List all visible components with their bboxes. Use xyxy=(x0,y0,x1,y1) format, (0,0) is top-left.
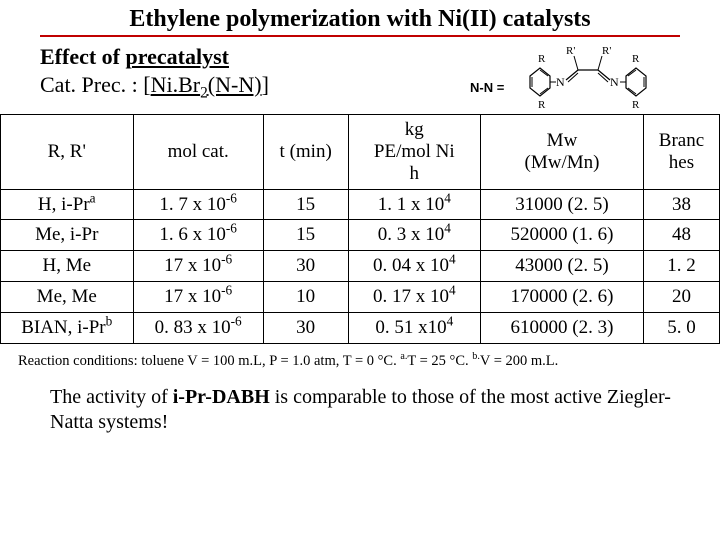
cell-t: 10 xyxy=(263,282,348,313)
cell-mol: 1. 6 x 10-6 xyxy=(133,220,263,251)
table-body: H, i-Pra1. 7 x 10-6151. 1 x 10431000 (2.… xyxy=(1,189,720,343)
hdr-br-l1: Branc xyxy=(659,130,704,151)
hdr-mol: mol cat. xyxy=(133,115,263,190)
hdr-br-l2: hes xyxy=(669,152,694,173)
rprime1: R' xyxy=(566,45,575,57)
table-header-row: R, R' mol cat. t (min) kg PE/mol Ni h Mw… xyxy=(1,115,720,190)
n1: N xyxy=(556,75,565,89)
hdr-kg: kg PE/mol Ni h xyxy=(348,115,481,190)
table-row: H, i-Pra1. 7 x 10-6151. 1 x 10431000 (2.… xyxy=(1,189,720,220)
cell-kg: 0. 3 x 104 xyxy=(348,220,481,251)
chem-svg: N-N = R R N N R' R' R R xyxy=(470,40,700,120)
cell-t: 15 xyxy=(263,189,348,220)
cell-mol: 0. 83 x 10-6 xyxy=(133,312,263,343)
chemical-structure: N-N = R R N N R' R' R R xyxy=(470,40,700,120)
cell-mol: 17 x 10-6 xyxy=(133,282,263,313)
hdr-kg-l3: h xyxy=(410,163,420,184)
conclusion-text: The activity of i-Pr-DABH is comparable … xyxy=(0,371,720,435)
cell-mw: 520000 (1. 6) xyxy=(481,220,644,251)
cell-kg: 0. 17 x 104 xyxy=(348,282,481,313)
slide-title: Ethylene polymerization with Ni(II) cata… xyxy=(0,0,720,35)
table-row: H, Me17 x 10-6300. 04 x 10443000 (2. 5)1… xyxy=(1,251,720,282)
catprec-plain1: Cat. Prec. : [ xyxy=(40,72,151,97)
cell-mw: 43000 (2. 5) xyxy=(481,251,644,282)
ring-right xyxy=(626,68,646,96)
hdr-mw-l2: (Mw/Mn) xyxy=(525,152,600,173)
cell-mol: 1. 7 x 10-6 xyxy=(133,189,263,220)
results-table: R, R' mol cat. t (min) kg PE/mol Ni h Mw… xyxy=(0,114,720,344)
cell-rr: Me, Me xyxy=(1,282,134,313)
title-underline xyxy=(40,35,680,37)
cell-mol: 17 x 10-6 xyxy=(133,251,263,282)
cell-rr: H, i-Pra xyxy=(1,189,134,220)
cell-br: 1. 2 xyxy=(643,251,719,282)
subtitle-prefix: Effect of xyxy=(40,44,126,69)
catprec-u-txt: Ni.Br xyxy=(151,72,201,97)
cell-br: 5. 0 xyxy=(643,312,719,343)
reaction-conditions-footnote: Reaction conditions: toluene V = 100 m.L… xyxy=(0,344,720,371)
catprec-sub: 2 xyxy=(200,84,208,101)
table-row: Me, i-Pr1. 6 x 10-6150. 3 x 104520000 (1… xyxy=(1,220,720,251)
catprec-u: Ni.Br2(N-N) xyxy=(151,72,262,97)
cell-kg: 0. 51 x104 xyxy=(348,312,481,343)
cell-rr: Me, i-Pr xyxy=(1,220,134,251)
cell-mw: 31000 (2. 5) xyxy=(481,189,644,220)
table-row: Me, Me17 x 10-6100. 17 x 104170000 (2. 6… xyxy=(1,282,720,313)
cell-kg: 1. 1 x 104 xyxy=(348,189,481,220)
nn-label: N-N = xyxy=(470,80,505,95)
cell-rr: H, Me xyxy=(1,251,134,282)
hdr-mw: Mw (Mw/Mn) xyxy=(481,115,644,190)
hdr-t: t (min) xyxy=(263,115,348,190)
cell-t: 30 xyxy=(263,312,348,343)
hdr-rr: R, R' xyxy=(1,115,134,190)
catprec-u2: (N-N) xyxy=(208,72,262,97)
cell-br: 20 xyxy=(643,282,719,313)
conclusion-prefix: The activity of xyxy=(50,386,173,408)
r-right-top: R xyxy=(632,53,640,65)
hdr-br: Branc hes xyxy=(643,115,719,190)
catprec-plain2: ] xyxy=(262,72,269,97)
conclusion-strong: i-Pr-DABH xyxy=(173,386,270,408)
hdr-kg-l1: kg xyxy=(405,119,424,140)
cell-mw: 170000 (2. 6) xyxy=(481,282,644,313)
cell-t: 30 xyxy=(263,251,348,282)
n2: N xyxy=(610,75,619,89)
r-left-bot: R xyxy=(538,99,546,111)
cell-kg: 0. 04 x 104 xyxy=(348,251,481,282)
hdr-mw-l1: Mw xyxy=(547,130,578,151)
r-right-bot: R xyxy=(632,99,640,111)
cell-br: 38 xyxy=(643,189,719,220)
cell-br: 48 xyxy=(643,220,719,251)
cell-t: 15 xyxy=(263,220,348,251)
hdr-kg-l2: PE/mol Ni xyxy=(374,141,455,162)
r-left-top: R xyxy=(538,53,546,65)
subtitle-strong: precatalyst xyxy=(126,44,229,69)
cell-mw: 610000 (2. 3) xyxy=(481,312,644,343)
rprime2: R' xyxy=(602,45,611,57)
table-row: BIAN, i-Prb0. 83 x 10-6300. 51 x10461000… xyxy=(1,312,720,343)
ring-left xyxy=(530,68,550,96)
cell-rr: BIAN, i-Prb xyxy=(1,312,134,343)
